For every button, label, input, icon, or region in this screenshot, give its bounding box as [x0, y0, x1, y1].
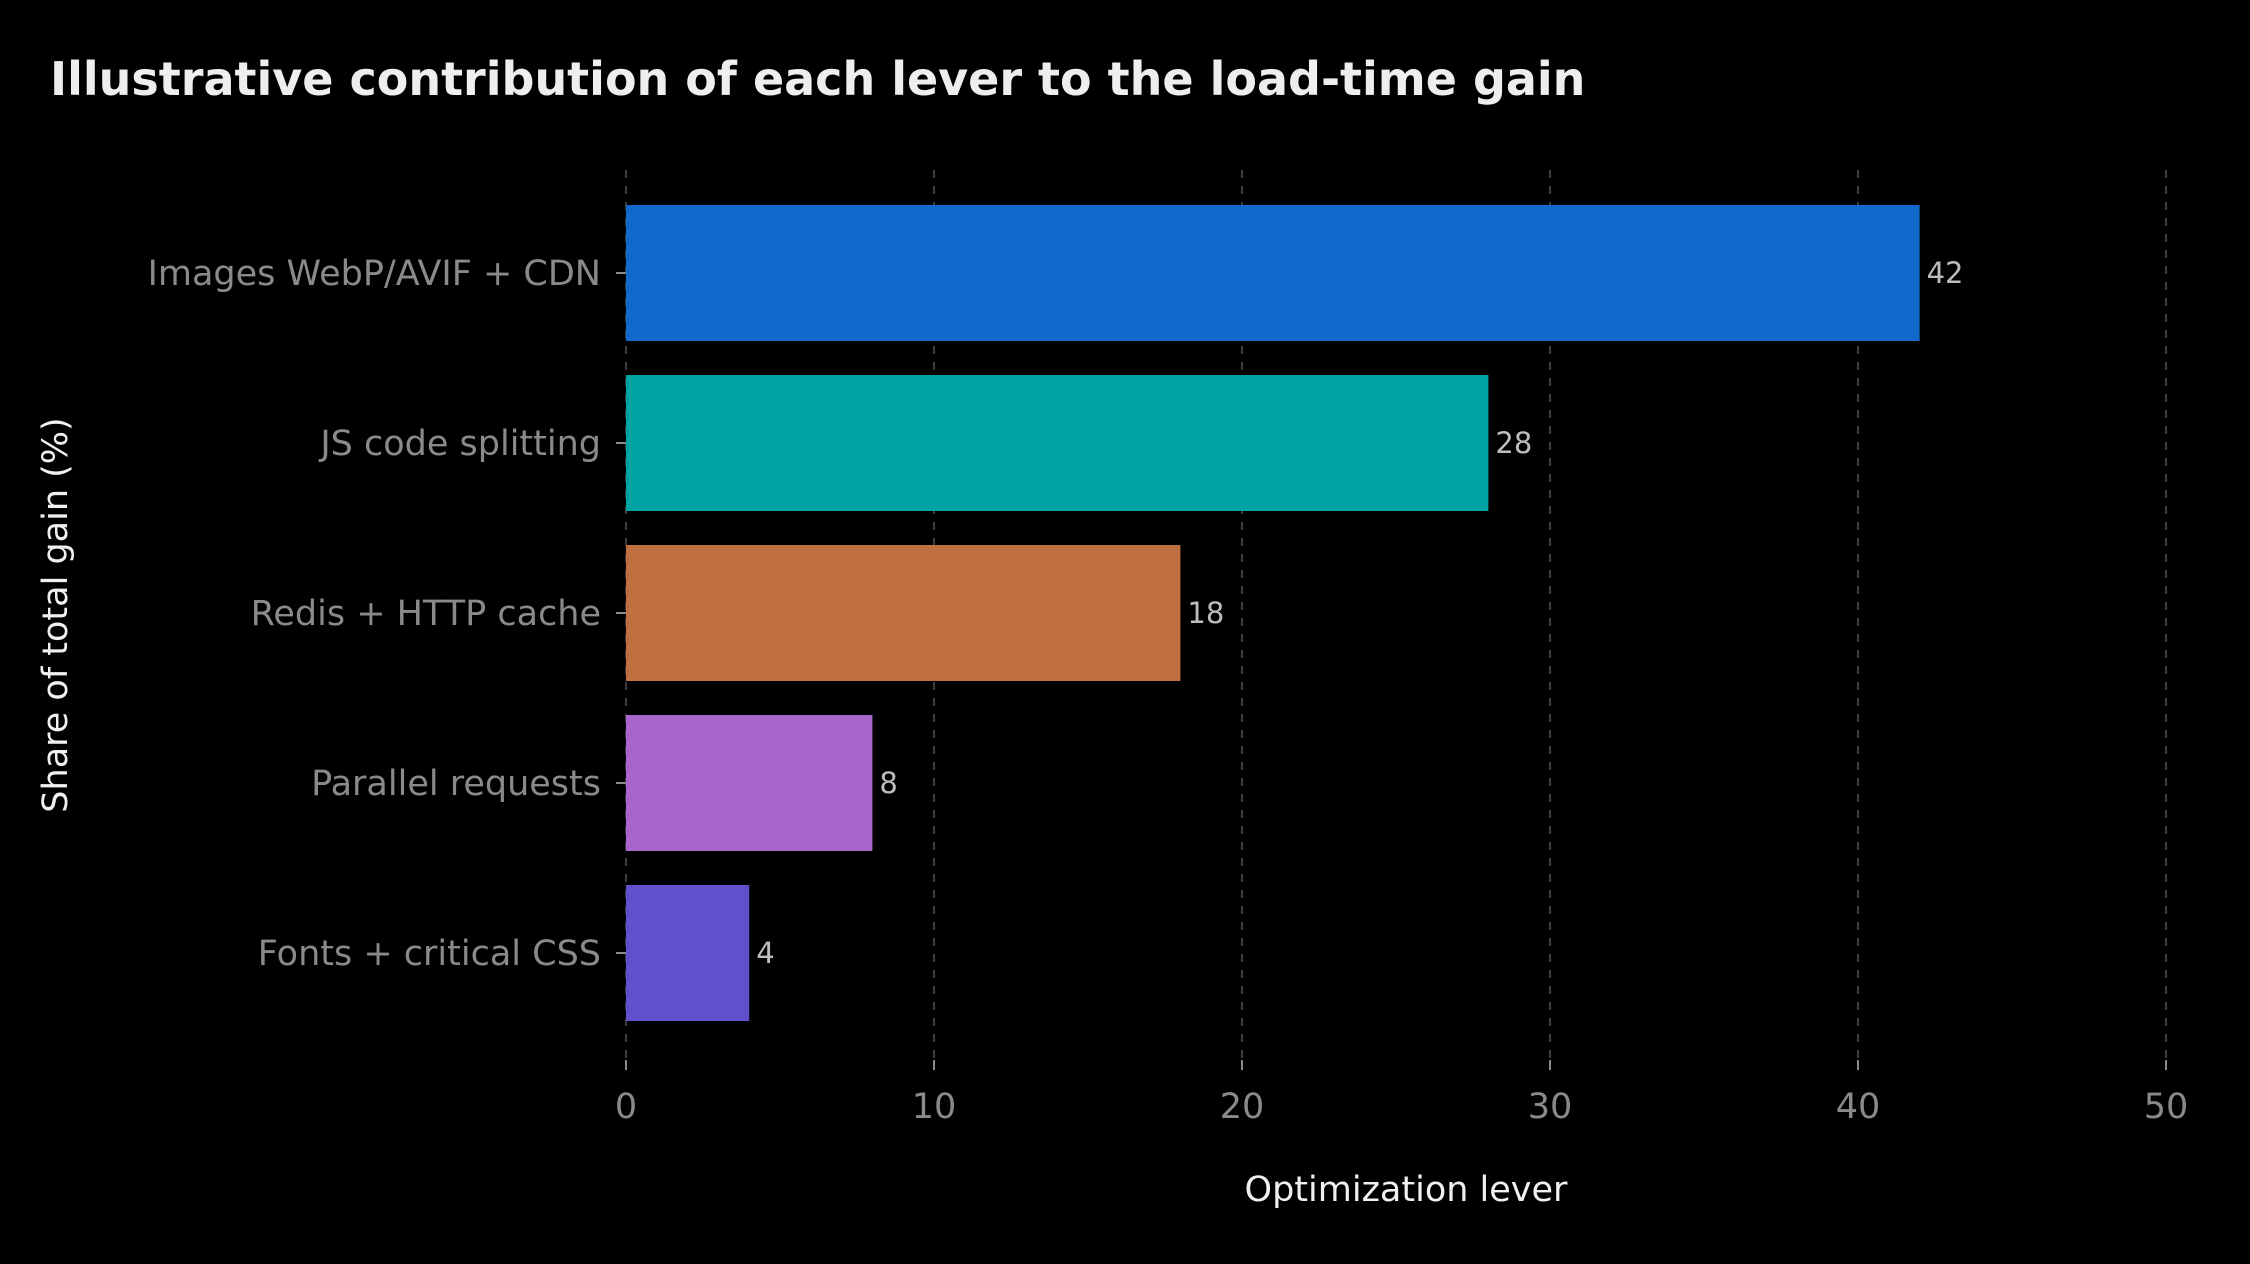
y-tick-label: Redis + HTTP cache [251, 594, 601, 634]
bar-value-label: 4 [756, 936, 774, 970]
bar [626, 375, 1489, 511]
bar-value-label: 18 [1187, 596, 1224, 630]
bar-value-label: 28 [1495, 426, 1532, 460]
x-tick-label: 10 [912, 1087, 957, 1127]
y-tick-label: JS code splitting [318, 424, 601, 464]
chart-title: Illustrative contribution of each lever … [50, 52, 1585, 106]
y-tick-label: Fonts + critical CSS [258, 934, 601, 974]
y-axis-ticks: Images WebP/AVIF + CDN JS code splitting R… [148, 254, 626, 974]
bar-value-label: 42 [1927, 256, 1964, 290]
bars [626, 205, 1920, 1021]
y-tick-label: Images WebP/AVIF + CDN [148, 254, 601, 294]
x-tick-label: 40 [1836, 1087, 1881, 1127]
y-tick-label: Parallel requests [311, 764, 601, 804]
data-labels: 42 28 18 8 4 [756, 256, 1963, 970]
bar [626, 715, 873, 851]
y-axis-label: Share of total gain (%) [36, 417, 76, 812]
bar [626, 885, 750, 1021]
bar [626, 545, 1181, 681]
x-tick-label: 50 [2144, 1087, 2189, 1127]
bar-value-label: 8 [879, 766, 897, 800]
x-tick-label: 30 [1528, 1087, 1573, 1127]
x-axis-label: Optimization lever [1245, 1170, 1569, 1210]
x-axis-ticks: 0 10 20 30 40 50 [615, 1060, 2188, 1127]
x-tick-label: 20 [1220, 1087, 1265, 1127]
bar [626, 205, 1920, 341]
x-tick-label: 0 [615, 1087, 637, 1127]
